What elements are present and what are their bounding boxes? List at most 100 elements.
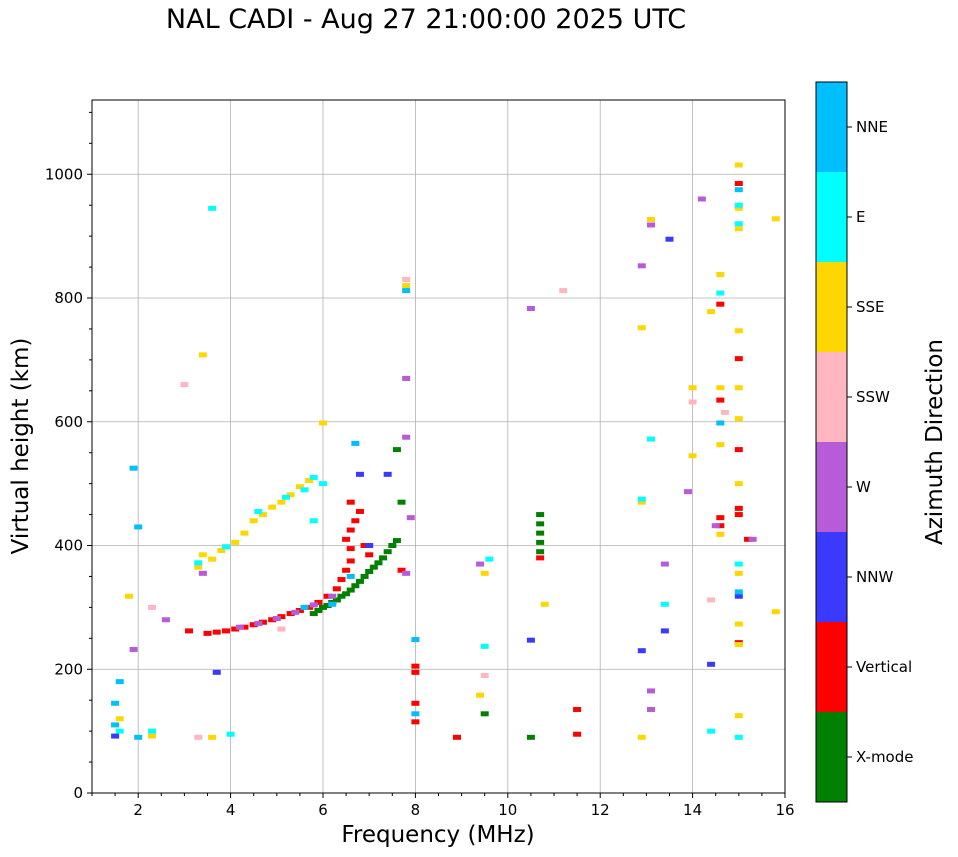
data-point-sse bbox=[198, 552, 207, 558]
data-point-w bbox=[647, 222, 656, 228]
data-point-sse bbox=[734, 328, 743, 334]
data-point-sse bbox=[198, 352, 207, 358]
data-point-x-mode bbox=[337, 593, 346, 599]
data-point-e bbox=[300, 487, 309, 493]
data-point-vertical bbox=[351, 518, 360, 524]
data-point-nne bbox=[402, 288, 411, 294]
data-point-x-mode bbox=[392, 538, 401, 544]
data-point-w bbox=[406, 515, 415, 521]
data-point-ssw bbox=[180, 382, 189, 388]
data-point-w bbox=[272, 616, 281, 622]
data-point-x-mode bbox=[369, 564, 378, 570]
data-point-sse bbox=[295, 484, 304, 490]
data-point-vertical bbox=[305, 604, 314, 610]
grid-lines bbox=[92, 100, 785, 793]
data-point-vertical bbox=[221, 628, 230, 634]
data-point-sse bbox=[148, 733, 157, 739]
data-point-nnw bbox=[526, 637, 535, 643]
data-point-sse bbox=[771, 216, 780, 222]
data-point-nne bbox=[411, 637, 420, 643]
data-point-x-mode bbox=[536, 549, 545, 555]
data-point-vertical bbox=[185, 628, 194, 634]
data-point-nne bbox=[351, 440, 360, 446]
data-point-sse bbox=[734, 162, 743, 168]
y-tick-label: 800 bbox=[54, 289, 83, 307]
data-point-e bbox=[716, 290, 725, 296]
data-point-x-mode bbox=[314, 607, 323, 613]
data-point-vertical bbox=[314, 599, 323, 605]
data-point-vertical bbox=[323, 593, 332, 599]
data-point-w bbox=[683, 489, 692, 495]
data-point-e bbox=[115, 728, 124, 734]
data-point-w bbox=[254, 620, 263, 626]
data-point-x-mode bbox=[351, 583, 360, 589]
x-tick-label: 2 bbox=[133, 801, 143, 819]
data-point-vertical bbox=[734, 356, 743, 362]
data-point-e bbox=[480, 643, 489, 649]
data-point-sse bbox=[286, 492, 295, 498]
data-point-w bbox=[235, 624, 244, 630]
data-point-vertical bbox=[332, 586, 341, 592]
data-point-vertical bbox=[258, 619, 267, 625]
data-point-nnw bbox=[734, 593, 743, 599]
data-point-sse bbox=[208, 734, 217, 740]
data-point-w bbox=[291, 609, 300, 615]
data-point-ssw bbox=[720, 409, 729, 415]
data-point-e bbox=[647, 436, 656, 442]
data-point-vertical bbox=[411, 700, 420, 706]
data-point-e bbox=[148, 728, 157, 734]
data-point-e bbox=[660, 601, 669, 607]
data-point-w bbox=[660, 561, 669, 567]
data-point-w bbox=[402, 570, 411, 576]
data-point-vertical bbox=[716, 397, 725, 403]
data-point-sse bbox=[734, 416, 743, 422]
data-point-nne bbox=[134, 734, 143, 740]
y-tick-label: 400 bbox=[54, 537, 83, 555]
data-point-sse bbox=[217, 547, 226, 553]
data-point-vertical bbox=[240, 624, 249, 630]
data-point-sse bbox=[540, 601, 549, 607]
data-point-sse bbox=[124, 593, 133, 599]
data-point-vertical bbox=[411, 663, 420, 669]
y-tick-label: 200 bbox=[54, 660, 83, 678]
data-point-sse bbox=[688, 385, 697, 391]
data-point-vertical bbox=[411, 669, 420, 675]
data-point-e bbox=[734, 202, 743, 208]
data-point-sse bbox=[637, 499, 646, 505]
data-point-x-mode bbox=[379, 555, 388, 561]
colorbar-label: NNE bbox=[856, 118, 888, 136]
data-point-vertical bbox=[360, 543, 369, 548]
data-point-vertical bbox=[734, 447, 743, 453]
data-point-e bbox=[208, 205, 217, 211]
data-point-nne bbox=[734, 589, 743, 595]
data-point-ssw bbox=[402, 276, 411, 282]
data-point-e bbox=[734, 221, 743, 227]
data-point-nnw bbox=[111, 733, 120, 739]
data-point-vertical bbox=[231, 626, 240, 632]
data-point-sse bbox=[716, 385, 725, 391]
data-point-x-mode bbox=[397, 499, 406, 505]
data-point-w bbox=[198, 570, 207, 576]
data-point-ssw bbox=[148, 604, 157, 610]
colorbar-segment bbox=[816, 352, 847, 442]
data-point-nne bbox=[346, 573, 355, 579]
data-point-sse bbox=[734, 205, 743, 211]
data-point-sse bbox=[231, 539, 240, 545]
data-point-nne bbox=[115, 679, 124, 685]
data-point-vertical bbox=[286, 611, 295, 617]
data-point-nnw bbox=[707, 661, 716, 667]
data-point-x-mode bbox=[365, 568, 374, 574]
data-point-sse bbox=[734, 226, 743, 232]
data-point-sse bbox=[637, 734, 646, 740]
data-point-nnw bbox=[665, 236, 674, 242]
data-point-sse bbox=[647, 216, 656, 222]
data-point-w bbox=[647, 706, 656, 712]
data-point-sse bbox=[319, 420, 327, 426]
data-point-sse bbox=[707, 309, 716, 315]
y-tick-label: 0 bbox=[73, 784, 83, 802]
data-point-sse bbox=[734, 642, 743, 647]
data-point-vertical bbox=[346, 499, 355, 505]
colorbar-label: E bbox=[856, 208, 865, 226]
data-point-w bbox=[476, 561, 485, 567]
